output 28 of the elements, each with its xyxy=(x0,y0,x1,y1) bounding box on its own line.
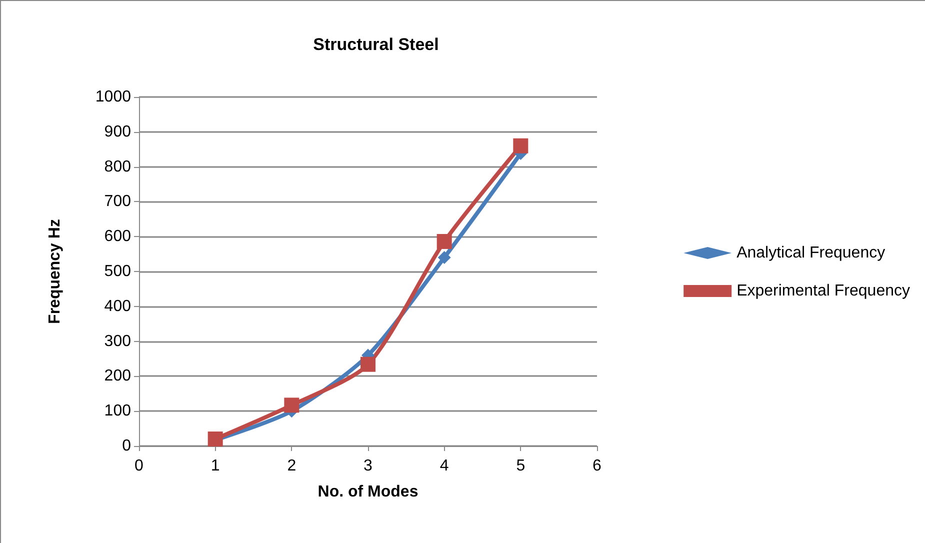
y-axis-title: Frequency Hz xyxy=(46,219,64,324)
point xyxy=(284,398,300,413)
point xyxy=(438,251,451,264)
y-tick-label: 600 xyxy=(104,228,132,246)
x-tick-label: 2 xyxy=(287,458,296,474)
legend-label: Analytical Frequency xyxy=(736,244,886,262)
x-tick-label: 1 xyxy=(210,458,220,474)
y-tick-label: 900 xyxy=(104,123,132,140)
x-axis-title: No. of Modes xyxy=(318,484,418,500)
point xyxy=(360,356,376,372)
y-tick-label: 300 xyxy=(104,332,132,350)
x-tick-label: 0 xyxy=(134,458,144,474)
y-tick-label: 700 xyxy=(104,193,132,210)
y-tick-label: 100 xyxy=(104,402,132,420)
y-tick-label: 800 xyxy=(104,158,132,176)
x-tick-label: 4 xyxy=(440,458,449,474)
point xyxy=(436,234,452,249)
y-tick-label: 0 xyxy=(122,438,132,454)
x-tick-label: 6 xyxy=(592,458,602,474)
legend-label: Experimental Frequency xyxy=(736,282,910,300)
chart-title: Structural Steel xyxy=(313,35,439,54)
y-tick-label: 1000 xyxy=(95,88,132,106)
y-tick-label: 500 xyxy=(104,263,132,280)
y-tick-label: 400 xyxy=(104,298,132,315)
y-tick-label: 200 xyxy=(104,368,132,385)
point xyxy=(513,138,528,154)
x-tick-label: 5 xyxy=(516,458,526,474)
x-tick-label: 3 xyxy=(364,458,373,474)
